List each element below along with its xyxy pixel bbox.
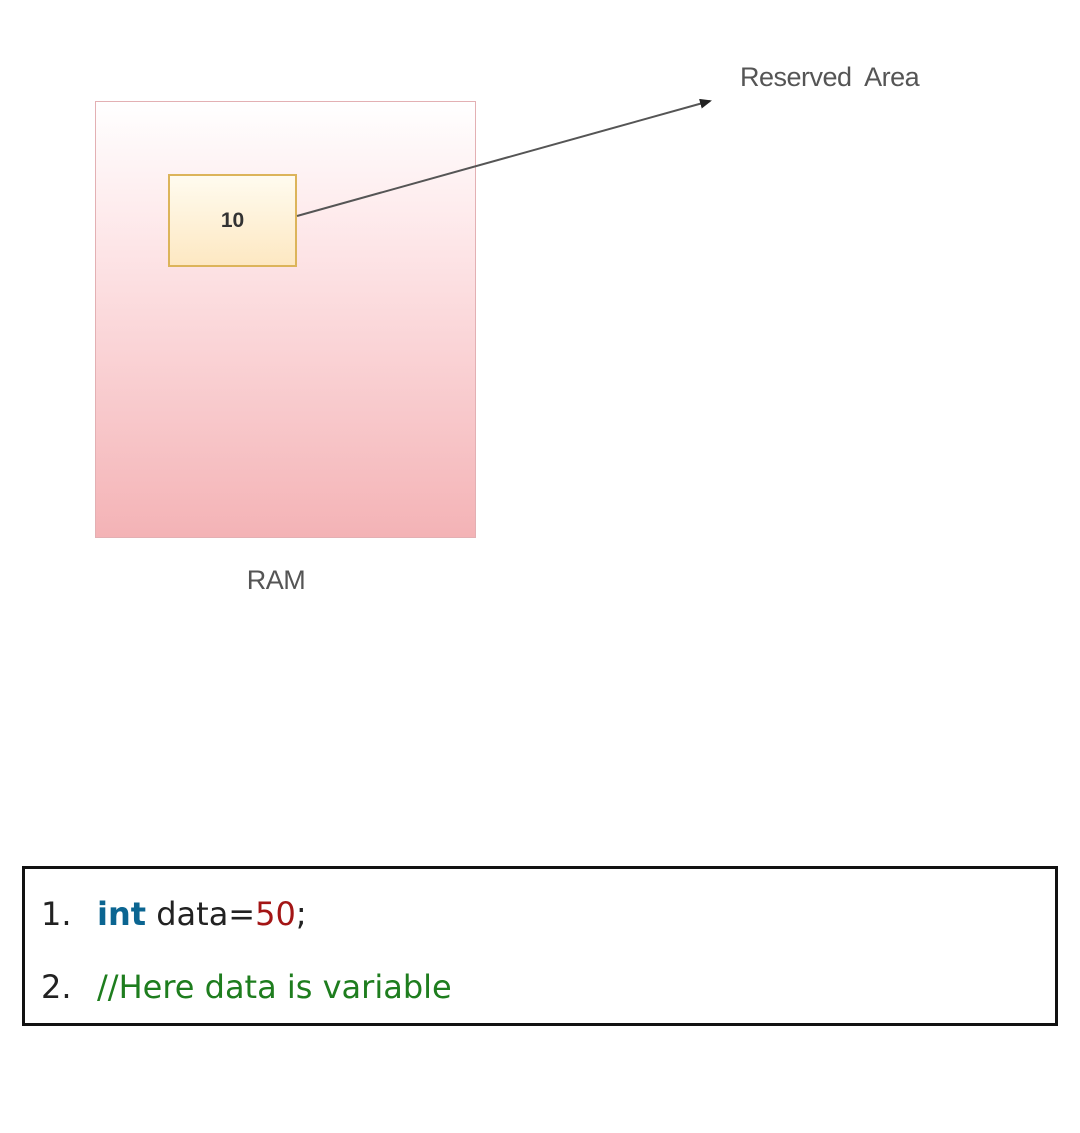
code-number-literal: 50 [255,895,296,933]
arrow-line [296,98,712,217]
line-number: 2. [41,968,72,1006]
line-number: 1. [41,895,72,933]
code-comment: //Here data is variable [97,968,452,1006]
code-terminator: ; [295,895,307,933]
code-line: 1. int data=50; [25,889,1055,939]
code-block: 1. int data=50; 2. //Here data is variab… [22,866,1058,1026]
code-keyword: int [97,895,147,933]
pointer-arrow [296,98,712,217]
reserved-area-label: Reserved Area [740,62,920,92]
ram-label: RAM [246,565,306,595]
code-line: 2. //Here data is variable [25,962,1055,1012]
code-identifier: data= [146,895,256,933]
memory-cell-value: 10 [220,208,245,232]
memory-diagram: 10 RAM Reserved Area [95,62,920,595]
code-statement: int data=50; [97,895,307,933]
ram-block [95,101,476,538]
memory-cell: 10 [168,174,297,267]
